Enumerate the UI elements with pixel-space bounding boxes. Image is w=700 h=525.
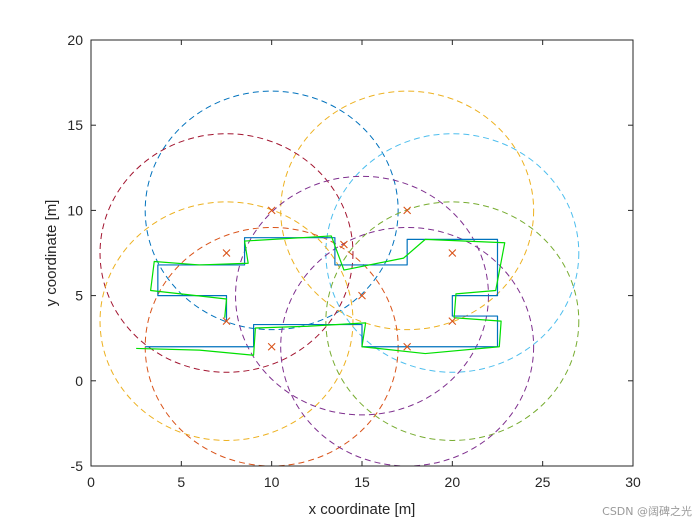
- watermark-text: CSDN @阔碑之光: [602, 505, 692, 518]
- y-tick-label: 0: [75, 373, 83, 389]
- x-tick-label: 15: [354, 474, 370, 490]
- y-tick-label: 15: [67, 117, 83, 133]
- anchor-marker-2: [267, 206, 276, 215]
- y-tick-label: 20: [67, 32, 83, 48]
- range-circles-layer: [99, 90, 580, 467]
- anchor-marker-4: [267, 342, 276, 351]
- anchor-marker-5: [340, 240, 348, 249]
- trajectory-series-layer: [136, 235, 506, 356]
- range-circle-5: [99, 201, 354, 441]
- anchor-marker-10: [448, 317, 457, 326]
- anchor-marker-3: [222, 317, 231, 326]
- anchor-marker-1: [222, 249, 231, 257]
- x-tick-label: 20: [445, 474, 461, 490]
- range-circle-1: [144, 90, 399, 331]
- anchor-marker-9: [403, 342, 412, 351]
- y-tick-label: 5: [75, 288, 83, 304]
- x-axis-label: x coordinate [m]: [309, 501, 416, 518]
- anchor-marker-6: [358, 291, 366, 300]
- range-circle-2: [280, 90, 535, 331]
- x-tick-label: 5: [177, 474, 185, 490]
- x-tick-label: 10: [264, 474, 280, 490]
- plot-area-frame: [90, 39, 634, 467]
- range-circle-3: [99, 133, 354, 373]
- range-circle-4: [325, 133, 580, 373]
- trajectory-line-2: [136, 235, 506, 356]
- x-tick-label: 0: [87, 474, 95, 490]
- y-axis-label: y coordinate [m]: [43, 200, 60, 307]
- y-tick-label: -5: [71, 458, 84, 474]
- x-tick-label: 25: [535, 474, 551, 490]
- anchor-markers-layer: [222, 206, 457, 351]
- x-tick-label: 30: [625, 474, 641, 490]
- anchor-marker-8: [448, 249, 457, 257]
- trajectory-line-1: [145, 237, 499, 348]
- range-circle-8: [325, 201, 580, 441]
- anchor-marker-7: [403, 206, 412, 215]
- y-tick-label: 10: [67, 202, 83, 218]
